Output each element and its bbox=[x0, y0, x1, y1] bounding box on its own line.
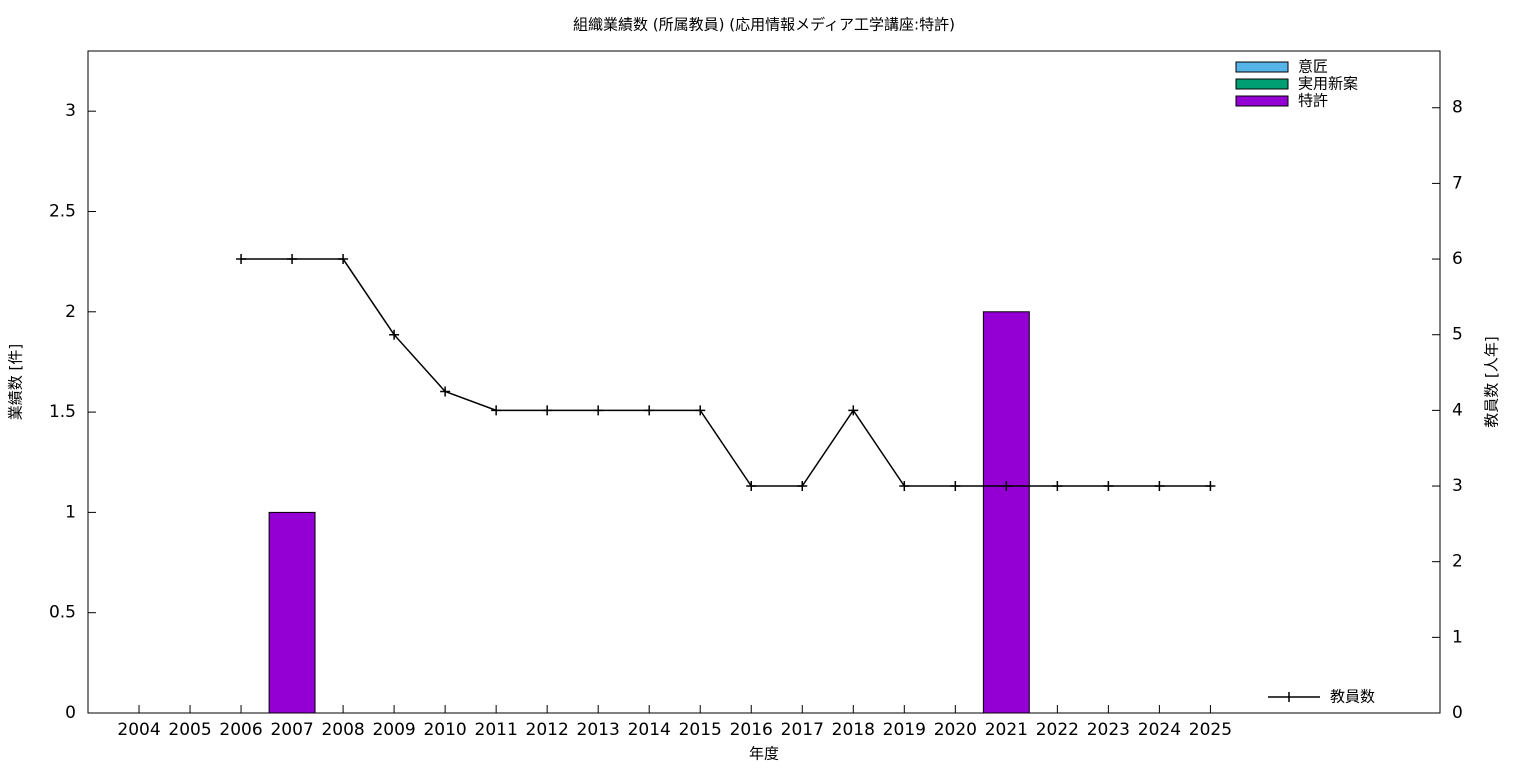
x-tick-label: 2022 bbox=[1036, 720, 1079, 740]
x-tick-label: 2006 bbox=[219, 720, 262, 740]
x-axis-label: 年度 bbox=[749, 745, 779, 763]
point bbox=[1154, 481, 1165, 492]
chart-title: 組織業績数 (所属教員) (応用情報メディア工学講座:特許) bbox=[573, 16, 955, 34]
point bbox=[950, 481, 961, 492]
x-tick-label: 2016 bbox=[730, 720, 773, 740]
plot-frame bbox=[87, 50, 1441, 714]
point bbox=[746, 481, 757, 492]
y-tick-label: 2 bbox=[65, 302, 76, 322]
y2-tick-label: 2 bbox=[1452, 552, 1463, 572]
x-tick-label: 2004 bbox=[117, 720, 160, 740]
x-tick-label: 2018 bbox=[832, 720, 875, 740]
legend-swatch bbox=[1235, 95, 1289, 107]
point bbox=[695, 405, 706, 416]
y2-tick-label: 0 bbox=[1452, 703, 1463, 723]
x-tick-label: 2009 bbox=[372, 720, 415, 740]
y-tick-label: 0 bbox=[65, 703, 76, 723]
legend-swatch bbox=[1235, 78, 1289, 90]
y2-tick-label: 6 bbox=[1452, 249, 1463, 269]
x-tick-label: 2020 bbox=[934, 720, 977, 740]
point bbox=[389, 329, 400, 340]
bar bbox=[982, 311, 1030, 714]
y2-tick-label: 5 bbox=[1452, 325, 1463, 345]
x-tick-label: 2024 bbox=[1138, 720, 1181, 740]
y-axis-label: 業績数 [件] bbox=[7, 344, 25, 420]
y-tick-label: 1.5 bbox=[49, 402, 76, 422]
x-tick-label: 2023 bbox=[1087, 720, 1130, 740]
x-tick-label: 2013 bbox=[577, 720, 620, 740]
y-tick-label: 0.5 bbox=[49, 603, 76, 623]
point bbox=[1103, 481, 1114, 492]
point bbox=[491, 405, 502, 416]
y2-axis-label: 教員数 [人年] bbox=[1483, 336, 1501, 427]
point bbox=[899, 481, 910, 492]
legend-label: 特許 bbox=[1298, 92, 1328, 110]
x-tick-label: 2010 bbox=[423, 720, 466, 740]
y-tick-label: 3 bbox=[65, 101, 76, 121]
x-tick-label: 2025 bbox=[1189, 720, 1232, 740]
point bbox=[287, 254, 298, 265]
legend-label: 教員数 bbox=[1330, 688, 1375, 706]
legend-label: 実用新案 bbox=[1298, 75, 1358, 93]
y2-tick-label: 3 bbox=[1452, 476, 1463, 496]
point bbox=[440, 386, 451, 397]
x-tick-label: 2011 bbox=[475, 720, 518, 740]
point bbox=[797, 481, 808, 492]
line bbox=[241, 258, 1211, 487]
legend-swatch bbox=[1235, 61, 1289, 73]
legend-label: 意匠 bbox=[1298, 58, 1328, 76]
y2-tick-label: 8 bbox=[1452, 98, 1463, 118]
x-tick-label: 2012 bbox=[526, 720, 569, 740]
point bbox=[338, 254, 349, 265]
y2-tick-label: 4 bbox=[1452, 400, 1463, 420]
point bbox=[236, 254, 247, 265]
point bbox=[644, 405, 655, 416]
x-tick-label: 2008 bbox=[321, 720, 364, 740]
y-tick-label: 2.5 bbox=[49, 201, 76, 221]
point bbox=[1205, 481, 1216, 492]
point bbox=[1001, 481, 1012, 492]
x-tick-label: 2005 bbox=[168, 720, 211, 740]
x-tick-label: 2015 bbox=[679, 720, 722, 740]
x-tick-label: 2017 bbox=[781, 720, 824, 740]
point bbox=[593, 405, 604, 416]
y2-tick-label: 7 bbox=[1452, 173, 1463, 193]
x-tick-label: 2014 bbox=[628, 720, 671, 740]
x-tick-label: 2007 bbox=[270, 720, 313, 740]
x-tick-label: 2019 bbox=[883, 720, 926, 740]
point bbox=[542, 405, 553, 416]
y-tick-label: 1 bbox=[65, 502, 76, 522]
y2-tick-label: 1 bbox=[1452, 627, 1463, 647]
x-tick-label: 2021 bbox=[985, 720, 1028, 740]
bar bbox=[268, 511, 316, 714]
point bbox=[1052, 481, 1063, 492]
point bbox=[848, 405, 859, 416]
